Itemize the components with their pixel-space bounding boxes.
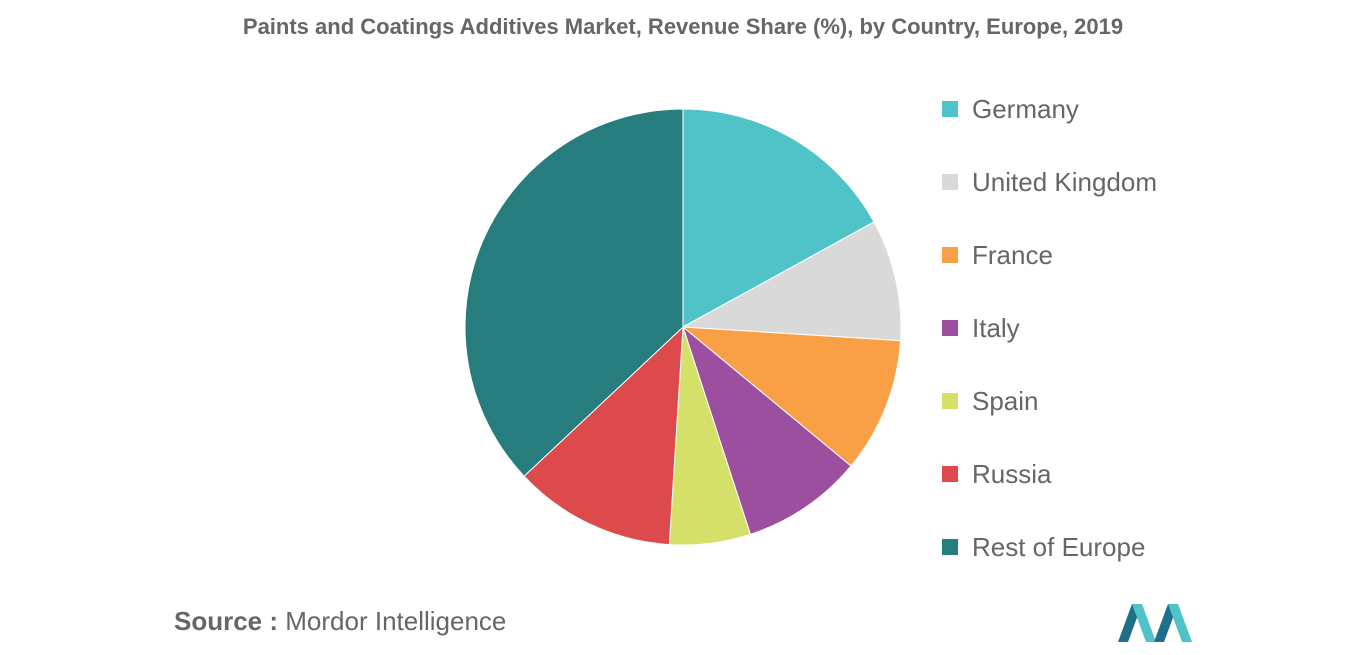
source-prefix: Source :: [174, 606, 279, 636]
legend-swatch: [942, 539, 958, 555]
legend-item-france: France: [942, 238, 1157, 311]
legend-label: United Kingdom: [972, 167, 1157, 197]
legend-item-italy: Italy: [942, 311, 1157, 384]
legend-swatch: [942, 174, 958, 190]
legend-label: Germany: [972, 94, 1079, 124]
legend-swatch: [942, 247, 958, 263]
legend-label: Rest of Europe: [972, 532, 1146, 562]
legend-label: Italy: [972, 313, 1020, 343]
pie-slice-france: [681, 326, 902, 467]
legend-label: France: [972, 240, 1053, 270]
mordor-intelligence-logo: [1118, 604, 1192, 642]
legend-swatch: [942, 393, 958, 409]
source-note: Source : Mordor Intelligence: [174, 606, 506, 637]
legend-swatch: [942, 466, 958, 482]
legend-swatch: [942, 320, 958, 336]
legend-item-spain: Spain: [942, 384, 1157, 457]
legend: Germany United Kingdom France Italy Spain Rus…: [942, 92, 1157, 603]
pie-slice-russia: [523, 325, 684, 546]
legend-label: Russia: [972, 459, 1052, 489]
pie-slice-germany: [682, 108, 875, 328]
legend-swatch: [942, 101, 958, 117]
legend-item-united-kingdom: United Kingdom: [942, 165, 1157, 238]
source-text: Mordor Intelligence: [285, 606, 507, 636]
chart-title: Paints and Coatings Additives Market, Re…: [242, 14, 1124, 39]
pie-slice-rest-of-europe: [464, 108, 684, 477]
legend-item-germany: Germany: [942, 92, 1157, 165]
pie-slice-united-kingdom: [681, 221, 902, 342]
legend-item-russia: Russia: [942, 457, 1157, 530]
legend-item-rest-of-europe: Rest of Europe: [942, 530, 1157, 603]
legend-label: Spain: [972, 386, 1039, 416]
pie-slice-italy: [681, 325, 852, 535]
